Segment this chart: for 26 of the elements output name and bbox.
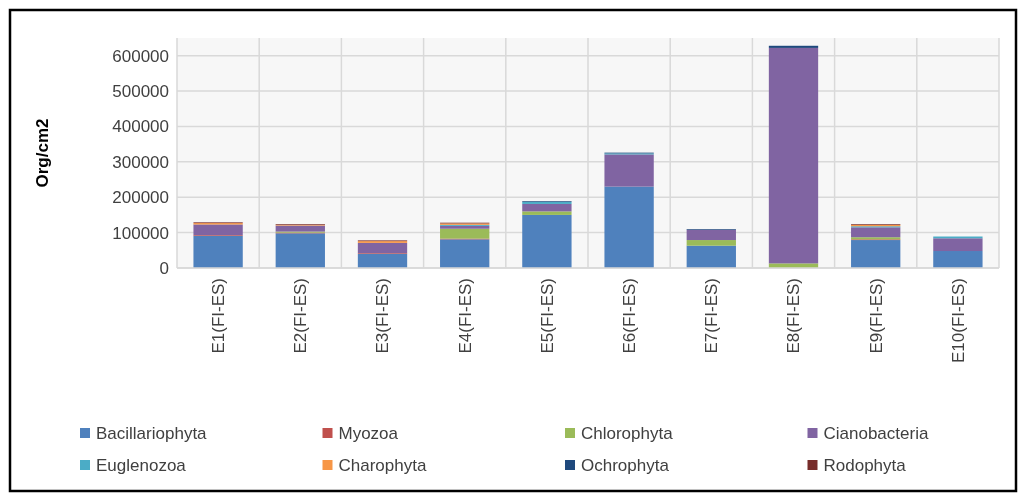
x-tick-label: E4(FI-ES) — [455, 278, 475, 354]
x-tick-label: E9(FI-ES) — [866, 278, 886, 354]
legend-label: Ochrophyta — [581, 455, 670, 475]
x-tick-label: E5(FI-ES) — [537, 278, 557, 354]
x-tick-label: E6(FI-ES) — [620, 278, 640, 354]
legend-label: Rodophyta — [823, 455, 907, 475]
y-tick-label: 200000 — [112, 188, 169, 208]
y-tick-label: 400000 — [112, 117, 169, 137]
x-tick-label: E3(FI-ES) — [373, 278, 393, 354]
legend-label: Chlorophyta — [581, 423, 674, 443]
legend-label: Cianobacteria — [823, 423, 929, 443]
x-tick-label: E10(FI-ES) — [948, 278, 968, 364]
y-tick-label: 300000 — [112, 152, 169, 172]
x-tick-label: E2(FI-ES) — [291, 278, 311, 354]
legend-label: Euglenozoa — [96, 455, 187, 475]
y-tick-label: 600000 — [112, 46, 169, 66]
y-tick-label: 0 — [159, 258, 169, 278]
y-tick-label: 100000 — [112, 223, 169, 243]
legend-label: Charophyta — [338, 455, 427, 475]
x-tick-label: E1(FI-ES) — [209, 278, 229, 354]
x-tick-label: E7(FI-ES) — [702, 278, 722, 354]
y-tick-label: 500000 — [112, 82, 169, 102]
x-tick-label: E8(FI-ES) — [784, 278, 804, 354]
legend-label: Bacillariophyta — [96, 423, 208, 443]
y-axis-title: Org/cm2 — [33, 118, 52, 188]
legend-label: Myozoa — [338, 423, 399, 443]
